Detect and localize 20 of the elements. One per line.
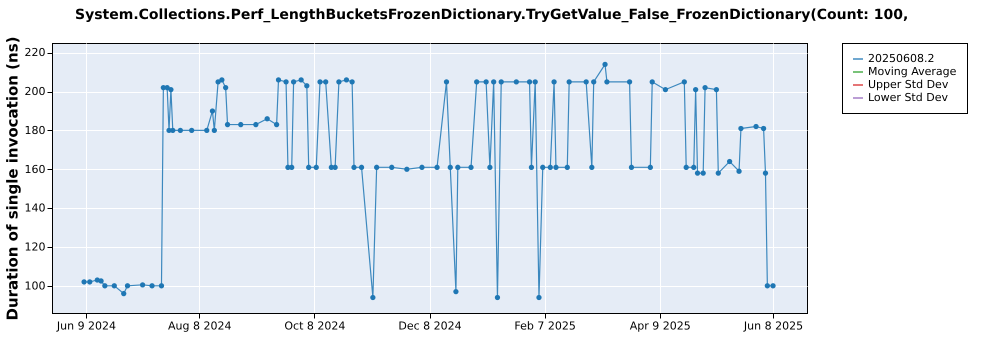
y-tick-label: 140 [24, 202, 46, 215]
y-tick-label: 120 [24, 240, 46, 254]
y-tick-label: 160 [24, 162, 46, 176]
y-tick-label: 200 [24, 85, 46, 98]
legend-label: Upper Std Dev [868, 78, 949, 91]
x-tick-label: Apr 9 2025 [630, 320, 691, 332]
legend-label: Lower Std Dev [868, 91, 948, 104]
y-axis-title: Duration of single invocation (ns) [4, 36, 22, 320]
x-tick-label: Dec 8 2024 [398, 320, 462, 332]
y-tick-label: 220 [24, 46, 46, 60]
x-tick-label: Jun 9 2024 [56, 320, 116, 332]
legend-label: 20250608.2 [868, 52, 934, 65]
x-tick-label: Aug 8 2024 [168, 320, 232, 332]
chart-title: System.Collections.Perf_LengthBucketsFrozenDictionary.TryGetValue_False_FrozenDictionary(Count: 100, [75, 7, 908, 23]
y-tick-label: 180 [24, 124, 46, 137]
x-tick-label: Oct 8 2024 [284, 320, 346, 332]
x-tick-label: Jun 8 2025 [742, 320, 804, 332]
y-tick-label: 100 [24, 279, 46, 292]
x-tick-label: Feb 7 2025 [514, 320, 576, 332]
legend-label: Moving Average [868, 65, 957, 78]
